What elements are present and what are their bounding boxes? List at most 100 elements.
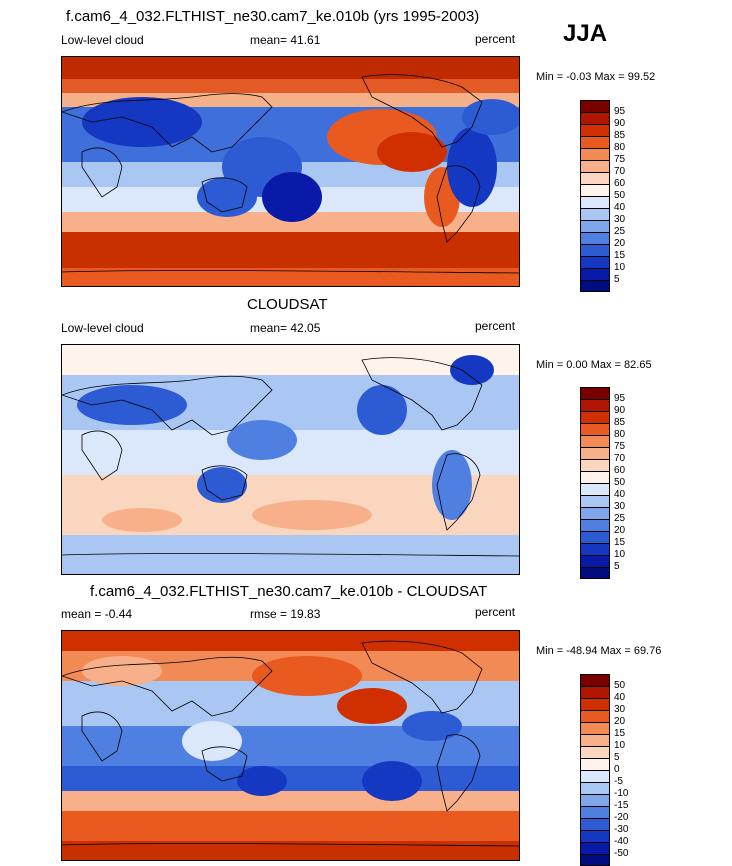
colorbar-swatch: [580, 232, 610, 244]
colorbar-tick-label: 5: [614, 274, 620, 285]
colorbar-tick-label: 60: [614, 465, 626, 476]
colorbar-tick-label: -40: [614, 836, 629, 847]
colorbar-swatch: [580, 208, 610, 220]
colorbar-tick-label: -50: [614, 848, 629, 859]
colorbar-tick-label: 15: [614, 728, 626, 739]
colorbar-swatch: [580, 495, 610, 507]
panel-2-colorbar-labels: 95 90 85 80 75 70 60 50 40 30 25 20 15 10 5: [614, 387, 644, 577]
panel-1-colorbar-labels: 95 90 85 80 75 70 60 50 40 30 25 20 15 10 5: [614, 100, 644, 290]
colorbar-tick-label: -15: [614, 800, 629, 811]
colorbar-tick-label: 85: [614, 417, 626, 428]
colorbar-swatch: [580, 423, 610, 435]
panel-2-colorbar: [580, 387, 610, 579]
colorbar-swatch: [580, 698, 610, 710]
colorbar-tick-label: 20: [614, 238, 626, 249]
colorbar-swatch: [580, 124, 610, 136]
colorbar-swatch: [580, 387, 610, 399]
colorbar-swatch: [580, 268, 610, 280]
panel-1-variable-label: Low-level cloud: [61, 33, 144, 47]
colorbar-swatch: [580, 471, 610, 483]
colorbar-swatch: [580, 806, 610, 818]
colorbar-swatch: [580, 435, 610, 447]
colorbar-swatch: [580, 854, 610, 866]
colorbar-tick-label: 50: [614, 680, 626, 691]
colorbar-swatch: [580, 507, 610, 519]
colorbar-tick-label: 90: [614, 405, 626, 416]
colorbar-tick-label: 85: [614, 130, 626, 141]
colorbar-swatch: [580, 746, 610, 758]
colorbar-tick-label: 80: [614, 142, 626, 153]
panel-1-map: [61, 56, 520, 287]
colorbar-tick-label: 60: [614, 178, 626, 189]
colorbar-swatch: [580, 531, 610, 543]
colorbar-swatch: [580, 543, 610, 555]
colorbar-swatch: [580, 483, 610, 495]
panel-3-mean-label: mean = -0.44: [61, 607, 133, 621]
colorbar-tick-label: 40: [614, 489, 626, 500]
panel-1-title: f.cam6_4_032.FLTHIST_ne30.cam7_ke.010b (…: [66, 8, 480, 25]
colorbar-tick-label: 15: [614, 537, 626, 548]
panel-2-map: [61, 344, 520, 575]
colorbar-tick-label: 50: [614, 190, 626, 201]
colorbar-swatch: [580, 280, 610, 292]
colorbar-swatch: [580, 399, 610, 411]
colorbar-swatch: [580, 220, 610, 232]
colorbar-tick-label: 70: [614, 453, 626, 464]
colorbar-swatch: [580, 710, 610, 722]
colorbar-tick-label: 30: [614, 501, 626, 512]
panel-2-title: CLOUDSAT: [247, 296, 328, 313]
colorbar-tick-label: 95: [614, 393, 626, 404]
colorbar-swatch: [580, 842, 610, 854]
colorbar-tick-label: 20: [614, 716, 626, 727]
colorbar-tick-label: 95: [614, 106, 626, 117]
colorbar-tick-label: 40: [614, 202, 626, 213]
colorbar-tick-label: -10: [614, 788, 629, 799]
colorbar-tick-label: 75: [614, 441, 626, 452]
panel-2-variable-label: Low-level cloud: [61, 321, 144, 335]
colorbar-tick-label: 30: [614, 704, 626, 715]
colorbar-tick-label: 10: [614, 549, 626, 560]
colorbar-tick-label: 0: [614, 764, 620, 775]
colorbar-swatch: [580, 447, 610, 459]
panel-1-field: [62, 57, 519, 286]
colorbar-swatch: [580, 555, 610, 567]
colorbar-tick-label: 90: [614, 118, 626, 129]
colorbar-tick-label: 5: [614, 561, 620, 572]
panel-3-colorbar: [580, 674, 610, 866]
colorbar-swatch: [580, 782, 610, 794]
colorbar-swatch: [580, 758, 610, 770]
panel-1-mean-label: mean= 41.61: [250, 33, 321, 47]
colorbar-tick-label: -30: [614, 824, 629, 835]
colorbar-swatch: [580, 112, 610, 124]
colorbar-swatch: [580, 136, 610, 148]
colorbar-tick-label: -5: [614, 776, 623, 787]
colorbar-tick-label: 5: [614, 752, 620, 763]
colorbar-swatch: [580, 686, 610, 698]
colorbar-tick-label: 20: [614, 525, 626, 536]
panel-3-colorbar-labels: 50 40 30 20 15 10 5 0 -5 -10 -15 -20 -30 -40 -50: [614, 674, 644, 864]
colorbar-swatch: [580, 244, 610, 256]
colorbar-tick-label: 25: [614, 513, 626, 524]
panel-2-mean-label: mean= 42.05: [250, 321, 321, 335]
colorbar-swatch: [580, 674, 610, 686]
colorbar-swatch: [580, 172, 610, 184]
colorbar-swatch: [580, 770, 610, 782]
colorbar-swatch: [580, 196, 610, 208]
panel-3-rmse-label: rmse = 19.83: [250, 607, 321, 621]
colorbar-tick-label: 50: [614, 477, 626, 488]
panel-2-field: [62, 345, 519, 574]
season-label: JJA: [563, 20, 608, 47]
colorbar-swatch: [580, 148, 610, 160]
panel-3-units-label: percent: [475, 605, 516, 619]
colorbar-tick-label: 25: [614, 226, 626, 237]
panel-2-minmax: Min = 0.00 Max = 82.65: [536, 359, 652, 371]
colorbar-swatch: [580, 160, 610, 172]
colorbar-swatch: [580, 734, 610, 746]
colorbar-swatch: [580, 100, 610, 112]
panel-1-colorbar: [580, 100, 610, 292]
colorbar-tick-label: 75: [614, 154, 626, 165]
colorbar-swatch: [580, 567, 610, 579]
colorbar-swatch: [580, 794, 610, 806]
panel-3-minmax: Min = -48.94 Max = 69.76: [536, 645, 662, 657]
panel-3-title: f.cam6_4_032.FLTHIST_ne30.cam7_ke.010b -…: [90, 583, 488, 600]
